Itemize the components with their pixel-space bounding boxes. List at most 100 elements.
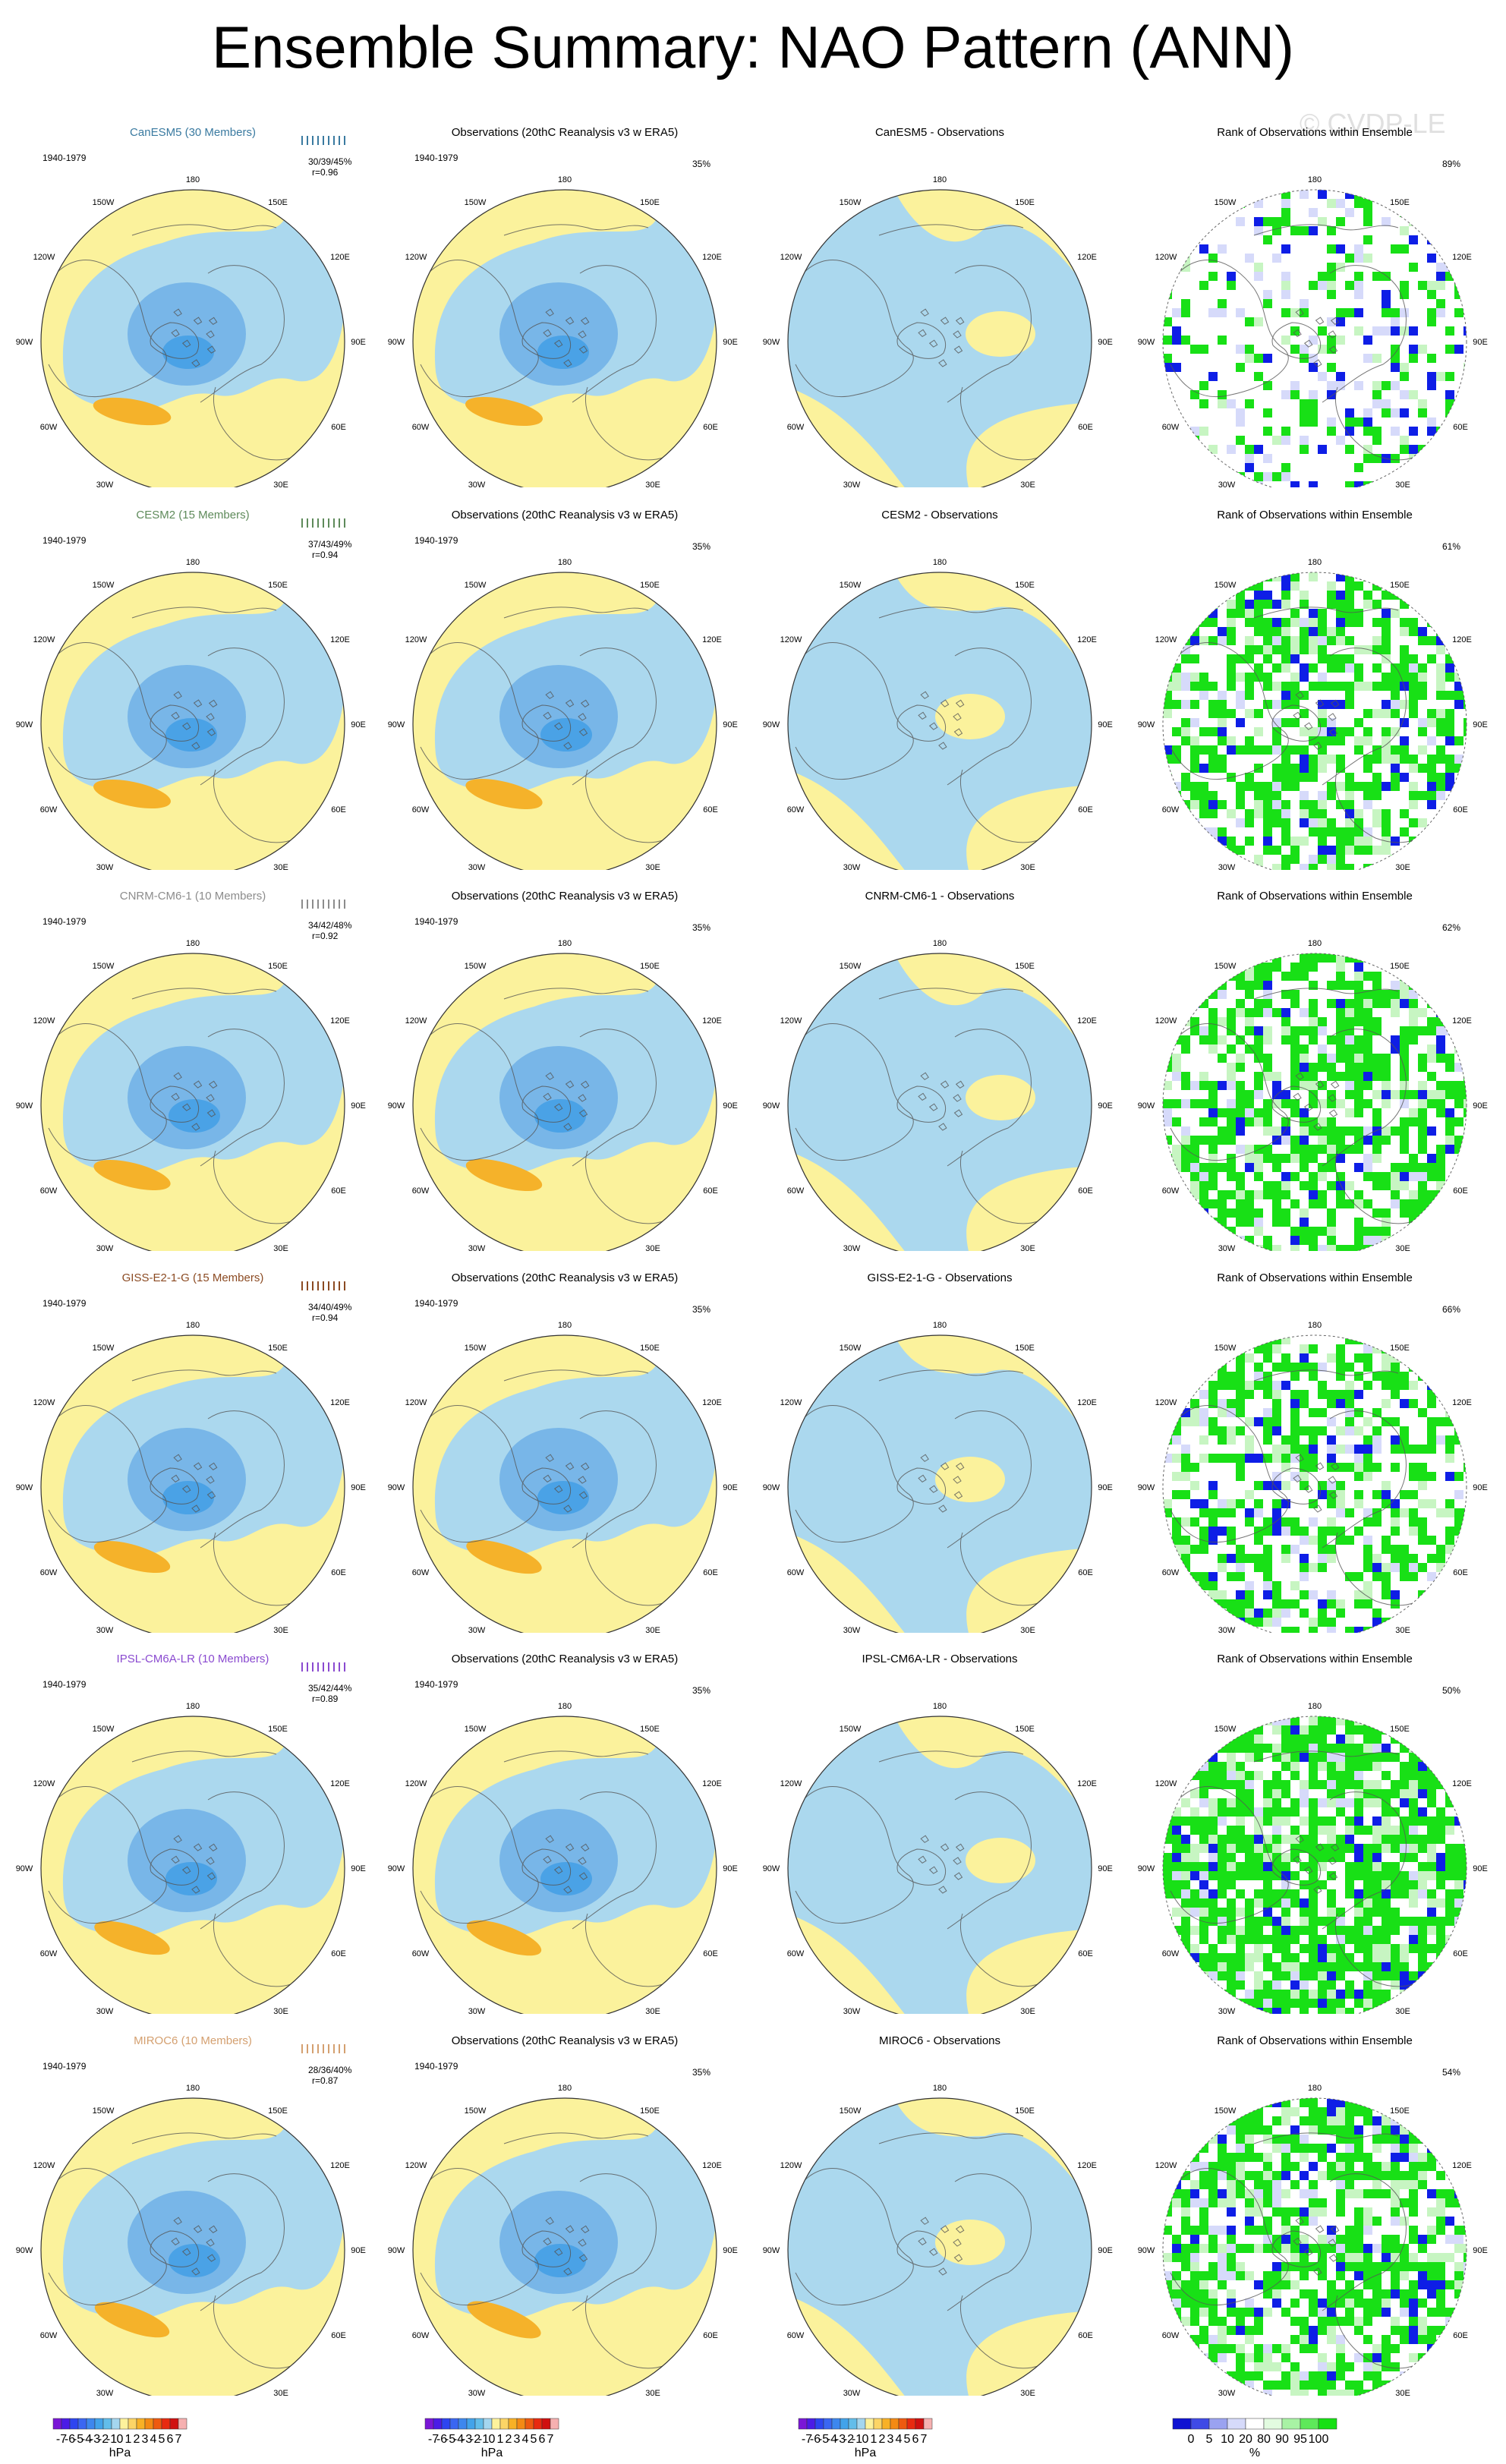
rank-high-cell xyxy=(1345,2235,1354,2244)
rank-high-cell xyxy=(1418,2135,1427,2144)
model-panel: 180150W150E120W120E90W90E60W60E30W30E0Ca… xyxy=(5,106,381,487)
rank-high-cell xyxy=(1218,1871,1227,1880)
rank-high-cell xyxy=(1190,1762,1199,1771)
rank-high-cell xyxy=(1400,436,1409,445)
rank-high-cell xyxy=(1391,591,1400,600)
rank-percent: 54% xyxy=(1442,2067,1461,2078)
rank-high-cell xyxy=(1345,791,1354,800)
rank-high-cell xyxy=(1254,1154,1263,1163)
rank-high-cell xyxy=(1318,272,1327,281)
rank-high-cell xyxy=(1391,1126,1400,1136)
rank-high-cell xyxy=(1436,727,1445,736)
lon-label: 30W xyxy=(843,2007,861,2014)
rank-high-cell xyxy=(1227,2198,1236,2207)
rank-high-cell xyxy=(1454,673,1463,682)
rank-high-cell xyxy=(1245,317,1254,326)
rank-high-cell xyxy=(1309,1971,1318,1980)
rank-high-cell xyxy=(1400,1563,1409,1572)
rank-high-cell xyxy=(1318,2317,1327,2326)
rank-high-cell xyxy=(1208,2299,1218,2308)
rank-high-cell xyxy=(1336,682,1345,691)
rank-low-cell xyxy=(1409,326,1418,336)
rank-high-cell xyxy=(1181,1917,1190,1926)
lon-label: 30E xyxy=(1395,2007,1410,2014)
rank-high-cell xyxy=(1208,1099,1218,1108)
rank-high-cell xyxy=(1454,1908,1463,1917)
rank-high-cell xyxy=(1363,1199,1372,1208)
rank-high-cell xyxy=(1263,2180,1272,2189)
rank-high-cell xyxy=(1218,1780,1227,1789)
rank-high-cell xyxy=(1163,399,1172,408)
rank-low-cell xyxy=(1345,1798,1354,1807)
rank-high-cell xyxy=(1445,990,1454,999)
rank-low-cell xyxy=(1245,1163,1254,1172)
rank-high-cell xyxy=(1309,1753,1318,1762)
colorbar-swatch xyxy=(466,2418,476,2430)
rank-low-cell xyxy=(1336,244,1345,254)
lon-label: 60E xyxy=(703,1949,718,1958)
colorbar-tick: 95 xyxy=(1293,2433,1307,2446)
rank-high-cell xyxy=(1300,1926,1309,1935)
rank-high-cell xyxy=(1263,2189,1272,2198)
lon-label: 30W xyxy=(1218,481,1236,487)
rank-high-cell xyxy=(1290,1898,1300,1908)
rank-high-cell xyxy=(1363,837,1372,846)
rank-low-cell xyxy=(1327,2226,1336,2235)
colorbar-swatch xyxy=(153,2418,162,2430)
rank-high-cell xyxy=(1190,2344,1199,2353)
rank-high-cell xyxy=(1272,1935,1281,1944)
rank-low-cell xyxy=(1463,791,1467,800)
rank-high-cell xyxy=(1345,2308,1354,2317)
rank-low-cell xyxy=(1172,336,1181,345)
rank-high-cell xyxy=(1281,1753,1290,1762)
rank-high-cell xyxy=(1336,736,1345,745)
rank-high-cell xyxy=(1436,2381,1445,2390)
lon-label: 60E xyxy=(331,2331,346,2340)
rank-high-cell xyxy=(1454,1862,1463,1871)
rank-high-cell xyxy=(1218,718,1227,727)
rank-low-cell xyxy=(1190,2162,1199,2171)
rank-low-cell xyxy=(1272,1381,1281,1390)
rank-high-cell xyxy=(1190,345,1199,354)
rank-high-cell xyxy=(1318,745,1327,755)
rank-high-cell xyxy=(1418,1563,1427,1572)
rank-high-cell xyxy=(1290,1762,1300,1771)
rank-high-cell xyxy=(1354,1744,1363,1753)
rank-high-cell xyxy=(1218,2335,1227,2344)
period-label: 1940-1979 xyxy=(43,1679,87,1690)
period-label: 1940-1979 xyxy=(414,916,458,927)
rank-high-cell xyxy=(1436,1835,1445,1844)
lon-label: 120E xyxy=(702,1779,722,1788)
rank-high-cell xyxy=(1245,1871,1254,1880)
rank-low-cell xyxy=(1254,1609,1263,1618)
rank-low-cell xyxy=(1254,272,1263,281)
rank-high-cell xyxy=(1290,773,1300,782)
rank-high-cell xyxy=(1391,1517,1400,1527)
rank-high-cell xyxy=(1236,1063,1245,1072)
rank-high-cell xyxy=(1336,308,1345,317)
rank-low-cell xyxy=(1327,846,1336,855)
rank-high-cell xyxy=(1300,636,1309,645)
rank-high-cell xyxy=(1418,1999,1427,2008)
rank-high-cell xyxy=(1309,1344,1318,1353)
rank-low-cell xyxy=(1272,2008,1281,2014)
rank-high-cell xyxy=(1391,2253,1400,2262)
rank-high-cell xyxy=(1418,791,1427,800)
rank-high-cell xyxy=(1208,1762,1218,1771)
negative-center xyxy=(499,665,618,768)
rank-low-cell xyxy=(1309,2162,1318,2171)
rank-high-cell xyxy=(1218,2280,1227,2289)
rank-high-cell xyxy=(1227,2326,1236,2335)
rank-high-cell xyxy=(1454,591,1463,600)
lon-label: 60W xyxy=(40,805,58,815)
rank-high-cell xyxy=(1236,1908,1245,1917)
rank-low-cell xyxy=(1391,1035,1400,1045)
rank-high-cell xyxy=(1427,2262,1436,2271)
rank-high-cell xyxy=(1163,1335,1172,1344)
rank-high-cell xyxy=(1172,1835,1181,1844)
rank-high-cell xyxy=(1336,727,1345,736)
rank-high-cell xyxy=(1245,1735,1254,1744)
rank-low-cell xyxy=(1427,1381,1436,1390)
rank-high-cell xyxy=(1445,1962,1454,1971)
polar-map: 180150W150E120W120E90W90E60W60E30W30E0 xyxy=(763,1321,1113,1633)
